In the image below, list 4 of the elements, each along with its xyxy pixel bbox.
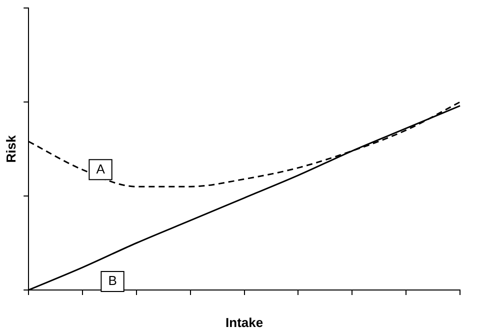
x-axis-title: Intake: [226, 314, 264, 330]
y-axis-title: Risk: [3, 134, 18, 163]
series-label: B: [108, 273, 117, 288]
series-label: A: [96, 161, 106, 176]
